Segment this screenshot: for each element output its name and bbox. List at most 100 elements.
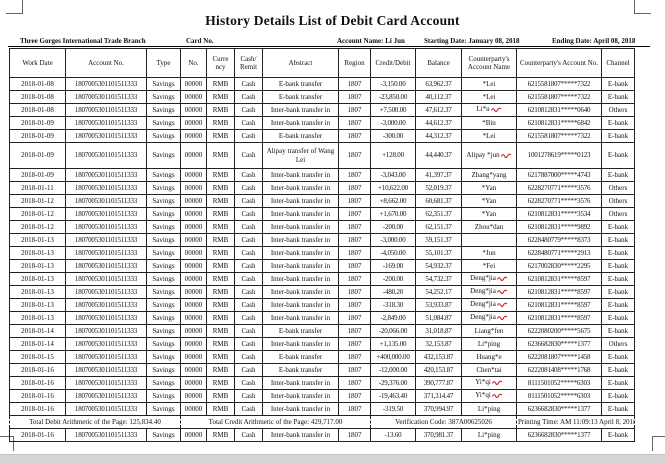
region-cell: 1807 (338, 129, 371, 143)
channel-cell: E-bank (601, 116, 635, 130)
counterparty-no-cell: 6217887000*****4743 (516, 168, 602, 182)
cash-remit-cell: Cash (234, 389, 263, 403)
type-cell: Savings (146, 402, 181, 416)
viewport-bottom-edge (0, 454, 665, 464)
balance-cell: 44,440.37 (415, 142, 462, 169)
currency-cell: RMB (206, 324, 235, 338)
table-row: 2018-01-13 1807005301101511333 Savings 0000… (9, 285, 635, 299)
branch-name: Three Gorges International Trade Branch (20, 37, 146, 45)
channel-cell: E-bank (601, 246, 635, 260)
no-cell: 00000 (180, 298, 207, 312)
channel-cell: Others (601, 194, 635, 208)
no-cell: 00000 (180, 207, 207, 221)
balance-cell: 31,018.87 (415, 324, 462, 338)
abstract-cell: Inter-bank transfer in (262, 389, 339, 403)
work-date-cell: 2018-01-13 (9, 259, 66, 273)
channel-cell: E-bank (601, 220, 635, 234)
channel-cell: E-bank (601, 376, 635, 390)
col-header-abstract: Abstract (262, 48, 339, 78)
work-date-cell: 2018-01-08 (9, 90, 66, 104)
credit-debit-cell: -2,849.00 (370, 311, 416, 325)
counterparty-name-cell: Zhou*dan (461, 220, 517, 234)
no-cell: 00000 (180, 90, 207, 104)
work-date-cell: 2018-01-09 (9, 142, 66, 169)
credit-debit-cell: -3,150.00 (370, 77, 416, 91)
table-row: 2018-01-09 1807005301101511333 Savings 0000… (9, 142, 635, 169)
currency-cell: RMB (206, 285, 235, 299)
counterparty-no-cell: 6210812831*****8597 (516, 285, 602, 299)
balance-cell: 54,932.37 (415, 259, 462, 273)
type-cell: Savings (146, 285, 181, 299)
cash-remit-cell: Cash (234, 181, 263, 195)
no-cell: 00000 (180, 324, 207, 338)
balance-cell: 47,612.37 (415, 103, 462, 117)
no-cell: 00000 (180, 259, 207, 273)
cash-remit-cell: Cash (234, 233, 263, 247)
credit-debit-cell: +128.00 (370, 142, 416, 169)
cash-remit-cell: Cash (234, 402, 263, 416)
abstract-cell: Inter-bank transfer in (262, 311, 339, 325)
account-no-cell: 1807005301101511333 (65, 129, 147, 143)
table-row: 2018-01-12 1807005301101511333 Savings 0000… (9, 220, 635, 234)
channel-cell: E-bank (601, 428, 635, 442)
counterparty-name-cell: Alipay *jun (461, 142, 517, 169)
counterparty-name-cell: Yi*qi (461, 389, 517, 403)
counterparty-name-cell: *Lei (461, 90, 517, 104)
region-cell: 1807 (338, 90, 371, 104)
balance-cell: 54,252.17 (415, 285, 462, 299)
red-scribble-icon (491, 392, 503, 400)
type-cell: Savings (146, 142, 181, 169)
work-date-cell: 2018-01-09 (9, 116, 66, 130)
counterparty-name-cell: *Yan (461, 194, 517, 208)
statement-meta-row: Three Gorges International Trade Branch … (0, 37, 665, 47)
channel-cell: Others (601, 207, 635, 221)
region-cell: 1807 (338, 103, 371, 117)
no-cell: 00000 (180, 194, 207, 208)
abstract-cell: Inter-bank transfer in (262, 376, 339, 390)
abstract-cell: Inter-bank transfer in (262, 402, 339, 416)
counterparty-no-cell: 6222081807*****1458 (516, 350, 602, 364)
abstract-cell: E-bank transfer (262, 77, 339, 91)
balance-cell: 62,351.37 (415, 207, 462, 221)
counterparty-name-cell: *Fei (461, 259, 517, 273)
credit-debit-cell: +400,000.00 (370, 350, 416, 364)
no-cell: 00000 (180, 337, 207, 351)
type-cell: Savings (146, 77, 181, 91)
no-cell: 00000 (180, 116, 207, 130)
channel-cell: E-bank (601, 389, 635, 403)
red-scribble-icon (490, 106, 502, 114)
table-row: 2018-01-09 1807005301101511333 Savings 0000… (9, 116, 635, 130)
credit-debit-cell: -200.00 (370, 220, 416, 234)
abstract-cell: Alipay transfer of Wang Lei (262, 142, 339, 169)
col-header-type: Type (146, 48, 181, 78)
cash-remit-cell: Cash (234, 376, 263, 390)
currency-cell: RMB (206, 220, 235, 234)
table-row: 2018-01-08 1807005301101511333 Savings 0000… (9, 103, 635, 117)
credit-debit-cell: -20,066.00 (370, 324, 416, 338)
cash-remit-cell: Cash (234, 337, 263, 351)
currency-cell: RMB (206, 233, 235, 247)
table-row: 2018-01-08 1807005301101511333 Savings 0000… (9, 77, 635, 91)
counterparty-name-cell: *Bin (461, 116, 517, 130)
verification-code: Verification Code: 387A00625026 (370, 415, 517, 429)
abstract-cell: Inter-bank transfer in (262, 246, 339, 260)
counterparty-no-cell: 6217002830*****2295 (516, 259, 602, 273)
region-cell: 1807 (338, 220, 371, 234)
currency-cell: RMB (206, 77, 235, 91)
counterparty-name-cell: *Lei (461, 129, 517, 143)
type-cell: Savings (146, 181, 181, 195)
type-cell: Savings (146, 272, 181, 286)
no-cell: 00000 (180, 285, 207, 299)
account-no-cell: 1807005301101511333 (65, 207, 147, 221)
type-cell: Savings (146, 116, 181, 130)
type-cell: Savings (146, 246, 181, 260)
crop-mark-top-right-icon (634, 0, 651, 14)
red-scribble-icon (491, 379, 503, 387)
region-cell: 1807 (338, 428, 371, 442)
channel-cell: E-bank (601, 259, 635, 273)
balance-cell: 370,994.97 (415, 402, 462, 416)
abstract-cell: Inter-bank transfer in (262, 285, 339, 299)
account-no-cell: 1807005301101511333 (65, 259, 147, 273)
crop-mark-bottom-right-icon (652, 436, 665, 451)
account-no-cell: 1807005301101511333 (65, 350, 147, 364)
